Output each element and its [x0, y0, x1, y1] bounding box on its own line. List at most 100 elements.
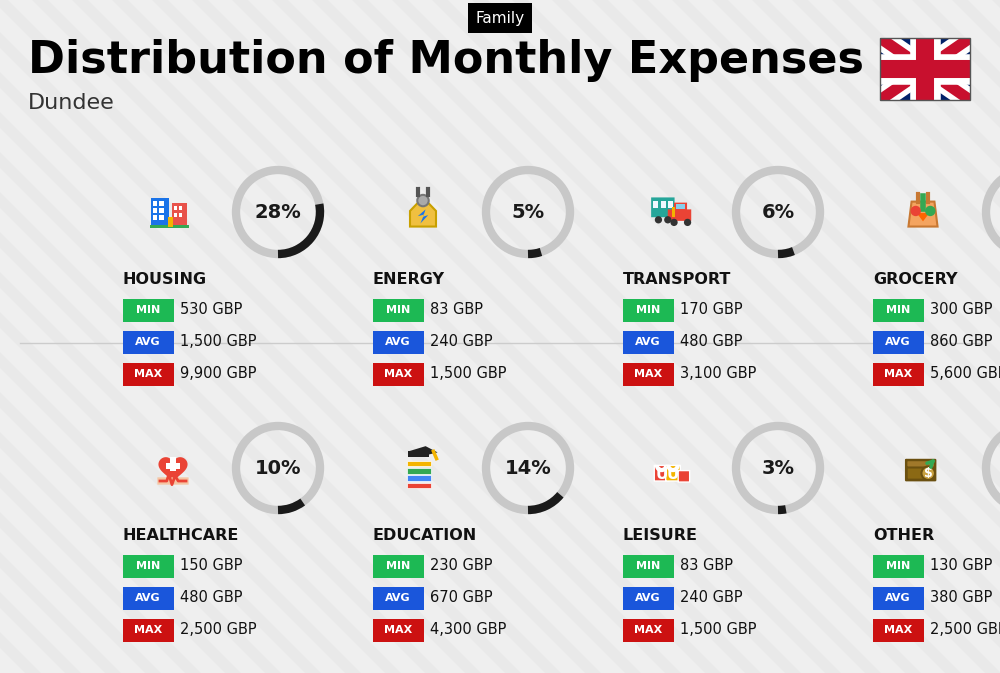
FancyBboxPatch shape [166, 463, 180, 469]
Circle shape [925, 206, 935, 216]
Text: ENERGY: ENERGY [373, 273, 445, 287]
FancyBboxPatch shape [872, 299, 924, 322]
FancyBboxPatch shape [661, 201, 666, 208]
FancyBboxPatch shape [159, 208, 164, 213]
FancyBboxPatch shape [122, 363, 174, 386]
FancyBboxPatch shape [668, 201, 673, 208]
Text: 230 GBP: 230 GBP [430, 559, 492, 573]
Text: MIN: MIN [636, 305, 660, 315]
FancyBboxPatch shape [151, 198, 169, 226]
FancyBboxPatch shape [407, 468, 431, 474]
Text: MAX: MAX [884, 625, 912, 635]
Text: HOUSING: HOUSING [123, 273, 207, 287]
Text: AVG: AVG [635, 593, 661, 603]
FancyBboxPatch shape [880, 38, 970, 100]
FancyBboxPatch shape [622, 299, 674, 322]
Text: 300 GBP: 300 GBP [930, 302, 992, 318]
Text: 380 GBP: 380 GBP [930, 590, 992, 606]
Text: 480 GBP: 480 GBP [680, 334, 742, 349]
Text: MIN: MIN [136, 561, 160, 571]
Polygon shape [418, 209, 428, 223]
FancyBboxPatch shape [372, 299, 424, 322]
FancyBboxPatch shape [174, 206, 177, 210]
FancyBboxPatch shape [672, 207, 675, 217]
FancyBboxPatch shape [372, 330, 424, 353]
Text: MAX: MAX [384, 625, 412, 635]
Text: 480 GBP: 480 GBP [180, 590, 242, 606]
Text: 670 GBP: 670 GBP [430, 590, 493, 606]
Text: 83 GBP: 83 GBP [430, 302, 483, 318]
Text: LEISURE: LEISURE [623, 528, 698, 544]
Text: 1,500 GBP: 1,500 GBP [180, 334, 256, 349]
Text: 28%: 28% [255, 203, 301, 221]
FancyBboxPatch shape [153, 215, 157, 220]
FancyBboxPatch shape [122, 586, 174, 610]
FancyBboxPatch shape [372, 363, 424, 386]
FancyBboxPatch shape [159, 201, 164, 205]
Text: 9,900 GBP: 9,900 GBP [180, 367, 256, 382]
FancyBboxPatch shape [159, 215, 164, 220]
Text: 3%: 3% [762, 458, 794, 478]
Text: 130 GBP: 130 GBP [930, 559, 992, 573]
Text: OTHER: OTHER [873, 528, 934, 544]
FancyBboxPatch shape [170, 456, 176, 471]
Text: MIN: MIN [386, 305, 410, 315]
FancyBboxPatch shape [179, 213, 182, 217]
Polygon shape [158, 457, 188, 483]
Text: 2,500 GBP: 2,500 GBP [930, 623, 1000, 637]
FancyBboxPatch shape [157, 477, 189, 485]
FancyBboxPatch shape [122, 555, 174, 577]
FancyBboxPatch shape [122, 299, 174, 322]
Text: 5,600 GBP: 5,600 GBP [930, 367, 1000, 382]
FancyBboxPatch shape [622, 363, 674, 386]
Polygon shape [917, 213, 929, 221]
FancyBboxPatch shape [622, 618, 674, 641]
Text: 1,500 GBP: 1,500 GBP [430, 367, 507, 382]
Text: 530 GBP: 530 GBP [180, 302, 242, 318]
FancyBboxPatch shape [153, 208, 157, 213]
FancyBboxPatch shape [666, 466, 680, 481]
FancyBboxPatch shape [678, 470, 690, 482]
Text: 6%: 6% [761, 203, 795, 221]
Text: MAX: MAX [134, 369, 162, 379]
Text: MAX: MAX [384, 369, 412, 379]
FancyBboxPatch shape [872, 330, 924, 353]
FancyBboxPatch shape [179, 206, 182, 210]
Circle shape [921, 466, 935, 480]
FancyBboxPatch shape [407, 461, 431, 466]
Text: 4,300 GBP: 4,300 GBP [430, 623, 506, 637]
Text: AVG: AVG [135, 337, 161, 347]
Text: U: U [655, 467, 668, 482]
Text: AVG: AVG [885, 593, 911, 603]
FancyBboxPatch shape [408, 452, 429, 456]
Circle shape [418, 196, 428, 205]
Text: 2,500 GBP: 2,500 GBP [180, 623, 257, 637]
FancyBboxPatch shape [168, 217, 173, 227]
Text: EDUCATION: EDUCATION [373, 528, 477, 544]
Text: TRANSPORT: TRANSPORT [623, 273, 731, 287]
FancyBboxPatch shape [906, 460, 935, 468]
FancyBboxPatch shape [122, 330, 174, 353]
FancyBboxPatch shape [153, 201, 157, 205]
Text: MAX: MAX [634, 625, 662, 635]
Text: AVG: AVG [385, 337, 411, 347]
Circle shape [911, 206, 921, 216]
Text: MIN: MIN [136, 305, 160, 315]
FancyBboxPatch shape [622, 330, 674, 353]
Text: AVG: AVG [385, 593, 411, 603]
FancyBboxPatch shape [372, 618, 424, 641]
FancyBboxPatch shape [668, 209, 691, 221]
Text: 10%: 10% [255, 458, 301, 478]
Text: 83 GBP: 83 GBP [680, 559, 733, 573]
Polygon shape [908, 202, 938, 227]
Text: Distribution of Monthly Expenses: Distribution of Monthly Expenses [28, 38, 864, 81]
FancyBboxPatch shape [654, 466, 669, 481]
Text: 5%: 5% [511, 203, 545, 221]
FancyBboxPatch shape [906, 460, 935, 480]
Circle shape [416, 194, 430, 207]
FancyBboxPatch shape [674, 203, 687, 211]
FancyBboxPatch shape [150, 225, 189, 228]
FancyBboxPatch shape [676, 204, 685, 209]
Text: 860 GBP: 860 GBP [930, 334, 992, 349]
Text: MIN: MIN [886, 561, 910, 571]
